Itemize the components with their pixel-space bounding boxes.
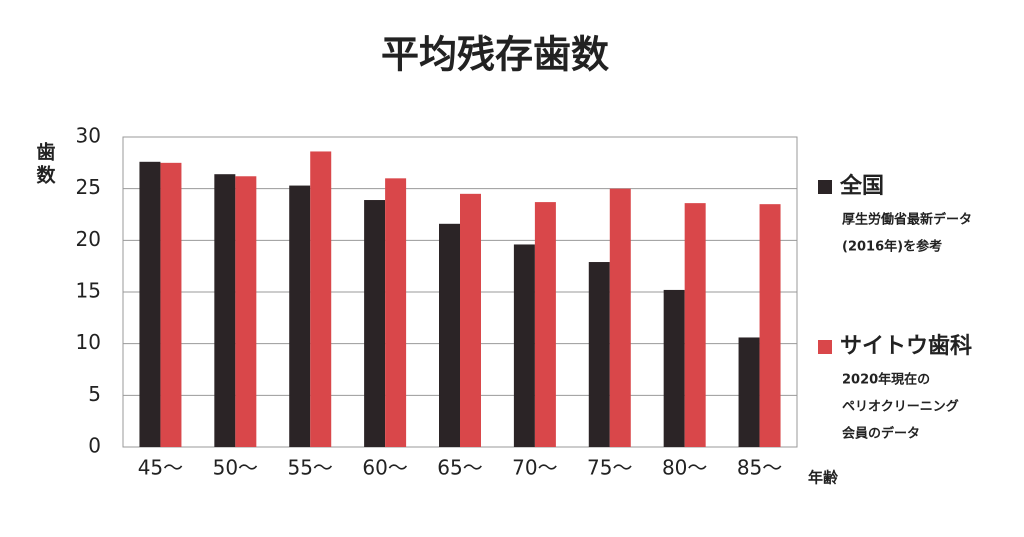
bar — [289, 185, 311, 448]
x-tick-label: 60～ — [362, 456, 407, 480]
y-tick-label: 0 — [88, 434, 101, 458]
legend-note: 会員のデータ — [842, 426, 920, 442]
bar — [385, 178, 407, 448]
bar — [214, 174, 236, 447]
bar — [759, 204, 781, 447]
y-tick-label: 20 — [76, 227, 101, 251]
x-tick-label: 55～ — [287, 456, 332, 480]
legend-note: ペリオクリーニング — [842, 399, 959, 415]
legend-label: サイトウ歯科 — [840, 333, 972, 359]
legend-note: 2020年現在の — [842, 372, 930, 388]
legend-swatch — [818, 180, 832, 194]
y-tick-label: 25 — [76, 175, 101, 199]
y-tick-label: 5 — [88, 382, 101, 406]
y-tick-label: 10 — [76, 330, 101, 354]
bar — [460, 193, 481, 447]
y-tick-label: 15 — [76, 279, 101, 303]
x-tick-label: 80～ — [662, 456, 707, 480]
bar — [310, 151, 332, 447]
bar — [588, 262, 610, 447]
bar — [738, 337, 760, 447]
x-tick-label: 65～ — [437, 456, 482, 480]
bar — [609, 188, 631, 447]
bar — [364, 200, 386, 447]
bar — [439, 223, 460, 447]
x-tick-label: 70～ — [512, 456, 557, 480]
y-axis-label: 歯数 — [34, 141, 56, 188]
x-tick-label: 45～ — [138, 456, 183, 480]
bar — [235, 176, 257, 447]
legend-note: 厚生労働省最新データ — [842, 212, 972, 228]
bar — [139, 161, 161, 448]
bar — [663, 289, 685, 447]
bar — [534, 202, 556, 447]
x-tick-label: 50～ — [213, 456, 258, 480]
legend-note: (2016年)を参考 — [842, 239, 942, 255]
x-axis-label: 年齢 — [808, 469, 839, 487]
x-tick-label: 85～ — [737, 456, 782, 480]
chart-title: 平均残存歯数 — [381, 33, 609, 77]
legend-label: 全国 — [839, 173, 884, 199]
y-tick-label: 30 — [76, 124, 101, 148]
bar — [684, 203, 706, 447]
bar — [160, 162, 182, 448]
x-tick-label: 75～ — [587, 456, 632, 480]
bar — [513, 244, 535, 447]
legend-swatch — [818, 340, 832, 354]
